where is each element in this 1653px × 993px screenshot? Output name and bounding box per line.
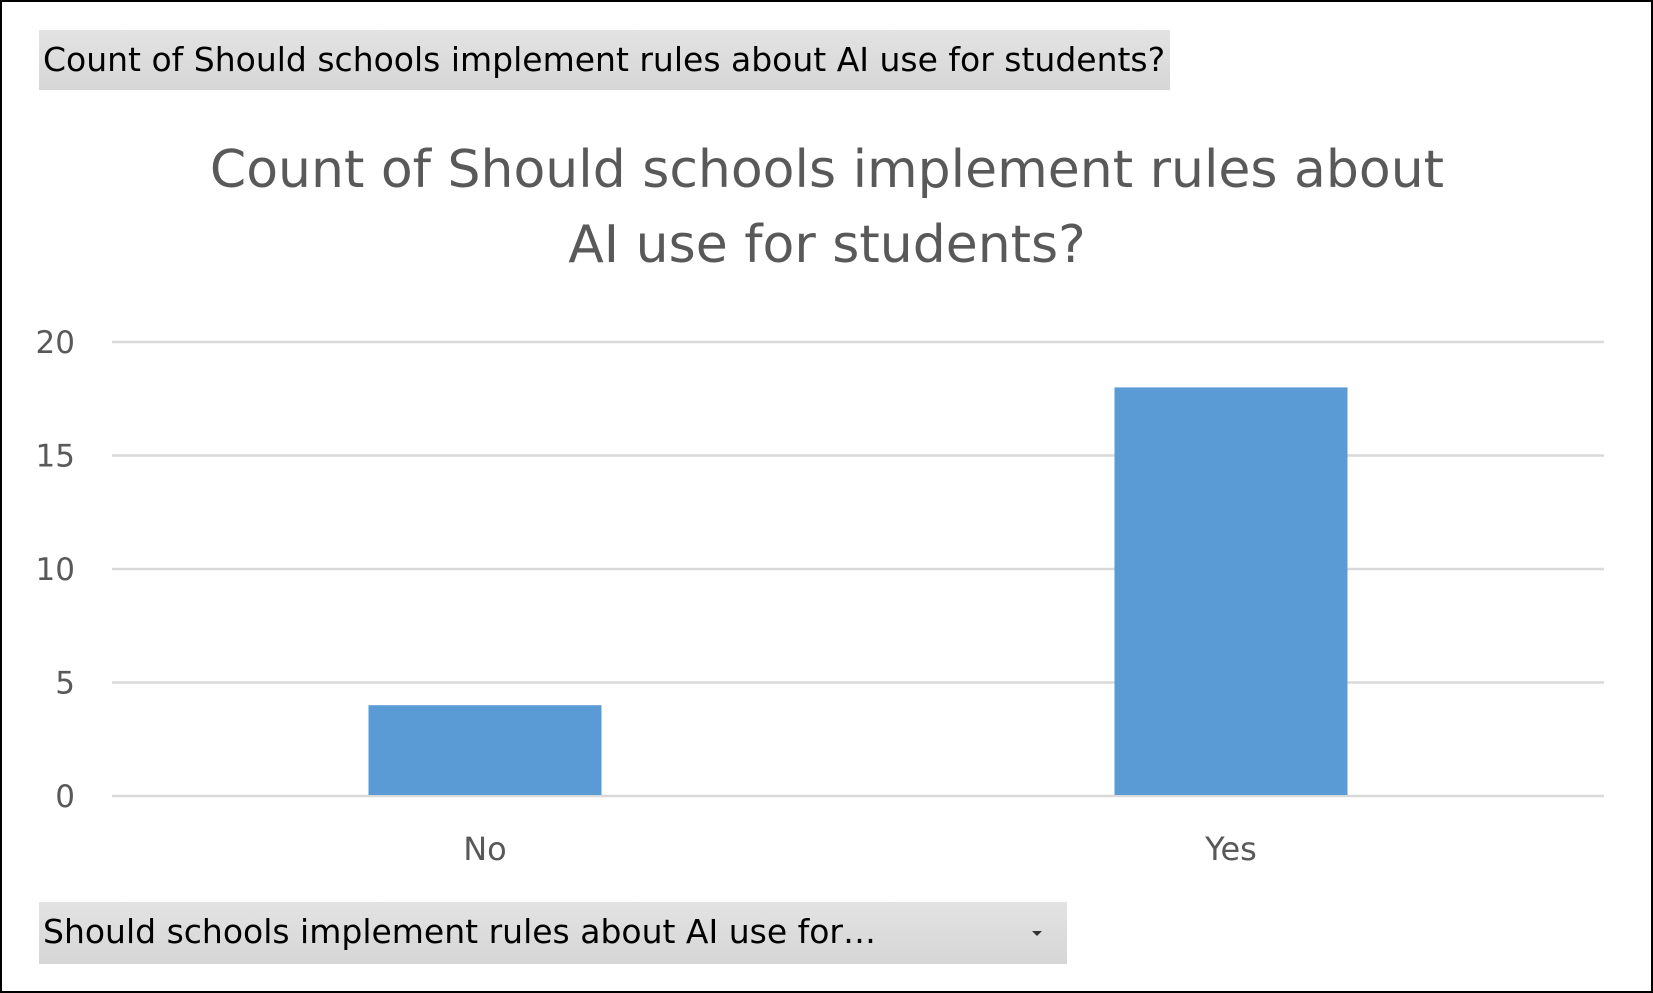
y-tick-label: 0 (55, 779, 75, 815)
x-axis-category-labels: No Yes (463, 830, 1257, 868)
chart-title-line-2: AI use for students? (568, 215, 1086, 275)
y-tick-label: 20 (36, 325, 75, 361)
y-tick-label: 10 (36, 552, 75, 588)
axis-field-label: Should schools implement rules about AI … (43, 912, 876, 951)
bar-yes[interactable] (1114, 387, 1348, 795)
axis-field-button[interactable]: Should schools implement rules about AI … (39, 902, 1067, 964)
value-field-label: Count of Should schools implement rules … (43, 40, 1166, 79)
y-tick-label: 5 (55, 666, 75, 702)
value-field-button[interactable]: Count of Should schools implement rules … (39, 30, 1170, 90)
x-category-label-yes: Yes (1204, 830, 1257, 868)
chart-title: Count of Should schools implement rules … (210, 140, 1444, 275)
chart-title-line-1: Count of Should schools implement rules … (210, 140, 1444, 200)
gridlines (112, 340, 1604, 798)
dropdown-arrow-icon[interactable] (1029, 902, 1045, 964)
bars (368, 387, 1348, 795)
y-tick-label: 15 (36, 439, 75, 475)
x-category-label-no: No (463, 830, 507, 868)
y-axis-tick-labels: 0 5 10 15 20 (36, 325, 75, 815)
bar-no[interactable] (368, 705, 602, 795)
